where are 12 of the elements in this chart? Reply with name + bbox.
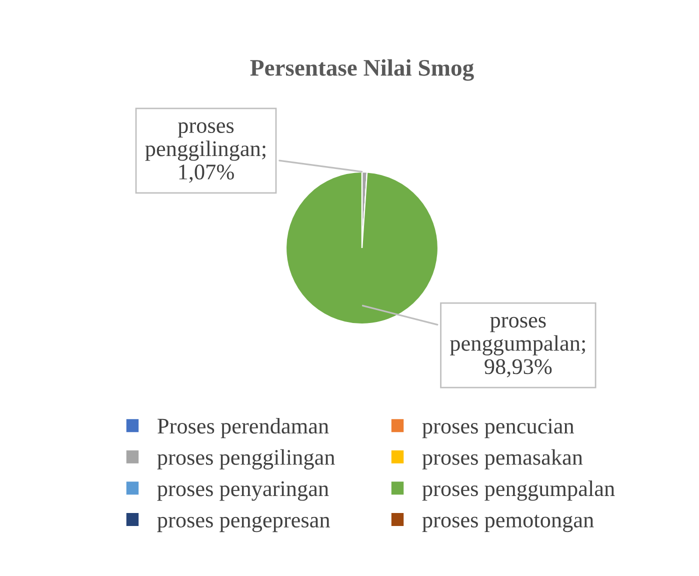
legend-label: Proses perendaman — [158, 418, 329, 438]
legend-label: proses pengepresan — [157, 516, 330, 532]
data-label: proses penggumpalan; 98,93% — [450, 316, 585, 378]
legend-label: proses pemotongan — [422, 514, 594, 532]
legend-label: proses pemasakan — [422, 449, 583, 470]
legend-label: proses pencucian — [422, 418, 574, 438]
data-label: proses penggilingan; 1,07% — [145, 122, 266, 183]
legend-label: proses penggilingan — [157, 449, 335, 470]
pie-slice — [285, 171, 439, 325]
legend-label: proses penggumpalan — [422, 480, 615, 501]
legend-label: proses penyaringan — [157, 481, 329, 501]
chart-title: Persentase Nilai Smog — [250, 59, 474, 81]
